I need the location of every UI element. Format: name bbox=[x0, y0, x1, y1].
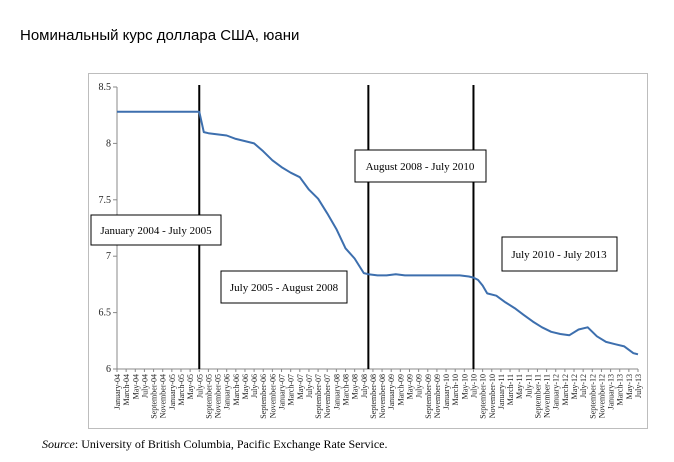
y-tick-label: 6.5 bbox=[99, 308, 112, 319]
x-tick-label: May-07 bbox=[296, 374, 305, 399]
x-tick-label: July-13 bbox=[634, 374, 643, 398]
line-chart: 66.577.588.5 January-04 March-04 May-04 Jul… bbox=[90, 82, 643, 419]
x-tick-label: May-06 bbox=[241, 374, 250, 399]
x-tick-label: September-10 bbox=[479, 374, 488, 419]
x-tick-label: January-10 bbox=[442, 374, 451, 410]
x-tick-label: March-13 bbox=[616, 374, 625, 406]
x-tick-label: May-05 bbox=[186, 374, 195, 399]
x-tick-label: March-07 bbox=[287, 374, 296, 406]
x-tick-label: January-13 bbox=[607, 374, 616, 410]
x-tick-label: January-05 bbox=[168, 374, 177, 410]
x-tick-label: March-10 bbox=[451, 374, 460, 406]
x-tick-label: March-11 bbox=[506, 374, 515, 405]
x-tick-label: July-05 bbox=[195, 374, 204, 398]
y-tick-label: 8.5 bbox=[99, 82, 112, 93]
x-tick-label: May-12 bbox=[570, 374, 579, 399]
x-tick-label: November-05 bbox=[214, 374, 223, 418]
x-tick-label: March-04 bbox=[122, 374, 131, 406]
x-tick-label: July-04 bbox=[140, 374, 149, 398]
period-label-4: July 2010 - July 2013 bbox=[511, 249, 607, 261]
x-tick-label: September-08 bbox=[369, 374, 378, 419]
x-tick-label: November-11 bbox=[543, 374, 552, 418]
page-title: Номинальный курс доллара США, юани bbox=[20, 27, 300, 44]
x-tick-label: September-05 bbox=[204, 374, 213, 419]
source-label: Source bbox=[42, 437, 75, 451]
x-tick-label: September-09 bbox=[424, 374, 433, 419]
x-tick-label: May-08 bbox=[351, 374, 360, 399]
y-tick-label: 7.5 bbox=[99, 195, 112, 206]
chart-frame: 6 6.5 7 7.5 8 8.5 January-04 March-04 May-04 Jul… bbox=[88, 73, 648, 429]
x-tick-label: July-06 bbox=[250, 374, 259, 398]
period-label-box-2: July 2005 - August 2008 bbox=[220, 270, 348, 304]
y-tick-label: 6 bbox=[106, 364, 111, 375]
source-text: : University of British Columbia, Pacifi… bbox=[74, 437, 388, 451]
x-tick-label: July-11 bbox=[524, 374, 533, 398]
x-tick-label: March-08 bbox=[342, 374, 351, 406]
x-tick-label: January-12 bbox=[552, 374, 561, 410]
period-dividers bbox=[198, 85, 475, 369]
x-tick-label: November-12 bbox=[597, 374, 606, 418]
x-tick-label: September-11 bbox=[533, 374, 542, 418]
x-tick-label: September-12 bbox=[588, 374, 597, 419]
x-tick-label: July-12 bbox=[579, 374, 588, 398]
period-label-box-3: August 2008 - July 2010 bbox=[354, 149, 487, 183]
x-tick-label: January-04 bbox=[113, 374, 122, 410]
x-tick-label: November-09 bbox=[433, 374, 442, 418]
period-label-3: August 2008 - July 2010 bbox=[366, 161, 475, 173]
x-tick-label: May-13 bbox=[625, 374, 634, 399]
x-tick-label: January-11 bbox=[497, 374, 506, 409]
x-tick-label: July-07 bbox=[305, 374, 314, 398]
x-tick-label: January-08 bbox=[332, 374, 341, 410]
x-tick-label: July-08 bbox=[360, 374, 369, 398]
x-tick-label: July-09 bbox=[415, 374, 424, 398]
x-tick-label: September-04 bbox=[150, 374, 159, 419]
x-tick-label: July-10 bbox=[469, 374, 478, 398]
period-label-2: July 2005 - August 2008 bbox=[230, 282, 339, 294]
series-line-1 bbox=[117, 110, 639, 356]
x-tick-label: March-09 bbox=[396, 374, 405, 406]
x-tick-label: November-08 bbox=[378, 374, 387, 418]
x-axis: January-04 March-04 May-04 July-04 September… bbox=[113, 368, 643, 419]
period-label-box-1: January 2004 - July 2005 bbox=[90, 214, 222, 246]
x-tick-label: November-04 bbox=[159, 374, 168, 418]
y-tick-label: 7 bbox=[106, 251, 111, 262]
period-label-box-4: July 2010 - July 2013 bbox=[501, 236, 618, 272]
series-group bbox=[117, 110, 639, 356]
x-tick-label: January-06 bbox=[223, 374, 232, 410]
x-tick-label: May-11 bbox=[515, 374, 524, 399]
x-tick-label: September-06 bbox=[259, 374, 268, 419]
x-tick-label: March-06 bbox=[232, 374, 241, 406]
period-label-1: January 2004 - July 2005 bbox=[100, 225, 212, 237]
x-tick-label: March-05 bbox=[177, 374, 186, 406]
x-tick-label: May-04 bbox=[131, 374, 140, 399]
x-tick-label: November-10 bbox=[488, 374, 497, 418]
x-tick-label: January-07 bbox=[278, 374, 287, 410]
x-tick-label: January-09 bbox=[387, 374, 396, 410]
x-tick-label: May-10 bbox=[460, 374, 469, 399]
x-tick-label: March-12 bbox=[561, 374, 570, 406]
y-tick-label: 8 bbox=[106, 138, 111, 149]
period-labels: January 2004 - July 2005 July 2005 - Aug… bbox=[90, 149, 618, 304]
x-tick-label: November-06 bbox=[268, 374, 277, 418]
x-tick-label: September-07 bbox=[314, 374, 323, 419]
x-tick-label: November-07 bbox=[323, 374, 332, 418]
x-tick-label: May-09 bbox=[405, 374, 414, 399]
source-note: Source: University of British Columbia, … bbox=[42, 437, 387, 452]
